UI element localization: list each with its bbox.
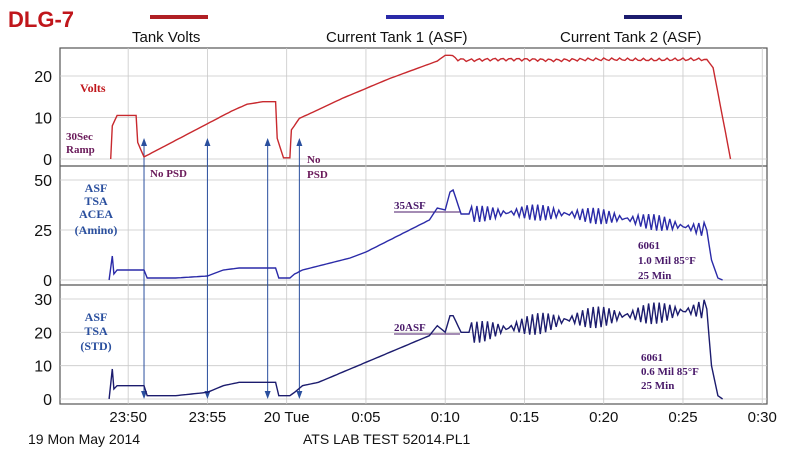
- tank2-axis-label-line-2: TSA: [84, 324, 108, 338]
- event-marker-arrow-up: [204, 138, 211, 146]
- y-tick-label: 50: [34, 173, 52, 190]
- note-duration-tank1: 25 Min: [638, 270, 671, 282]
- tank1-axis-label-line-2: TSA: [84, 194, 108, 208]
- tank1-axis-label-line-3: ACEA: [79, 207, 113, 221]
- y-tick-label: 0: [43, 273, 52, 290]
- y-tick-label: 10: [34, 111, 52, 128]
- footer-date: 19 Mon May 2014: [28, 431, 140, 447]
- y-tick-label: 25: [34, 223, 52, 240]
- y-tick-label: 10: [34, 359, 52, 376]
- note-35asf: 35ASF: [394, 200, 426, 212]
- y-tick-label: 0: [43, 392, 52, 409]
- note-duration-tank2: 25 Min: [641, 380, 674, 392]
- legend-label-current-tank-1: Current Tank 1 (ASF): [326, 29, 467, 46]
- volts-axis-label: Volts: [80, 81, 106, 95]
- plot-frame: [59, 47, 768, 405]
- series-line-tank2-panel: [108, 299, 724, 400]
- x-tick-label: 23:55: [189, 409, 227, 426]
- note-no-psd-1: No PSD: [150, 168, 187, 180]
- note-no: No: [307, 154, 321, 166]
- note-psd: PSD: [307, 169, 328, 181]
- event-marker-arrow-down: [296, 391, 303, 399]
- x-tick-label: 23:50: [109, 409, 147, 426]
- x-tick-label: 0:25: [668, 409, 697, 426]
- series-line-tank1-panel: [108, 188, 723, 281]
- x-tick-label: 0:05: [351, 409, 380, 426]
- event-marker-arrow-up: [141, 138, 148, 146]
- event-marker-arrow-up: [264, 138, 271, 146]
- note-30sec: 30Sec: [66, 131, 93, 143]
- series-line-volts-panel: [110, 54, 732, 160]
- x-tick-label: 0:30: [748, 409, 777, 426]
- note-6061-tank1: 6061: [638, 240, 660, 252]
- y-tick-label: 0: [43, 152, 52, 169]
- x-tick-labels: 23:50 23:55 20 Tue 0:05 0:10 0:15 0:20 0:25 0:30: [109, 409, 776, 426]
- note-thickness-tank1: 1.0 Mil 85°F: [638, 255, 696, 267]
- tank2-axis-label-line-1: ASF: [85, 310, 108, 324]
- note-20asf: 20ASF: [394, 322, 426, 334]
- series-layer: [108, 54, 732, 400]
- tank1-axis-label-line-1: ASF: [85, 181, 108, 195]
- x-tick-label: 0:15: [510, 409, 539, 426]
- event-marker-arrow-up: [296, 138, 303, 146]
- legend-label-current-tank-2: Current Tank 2 (ASF): [560, 29, 701, 46]
- chart-tag: DLG-7: [8, 7, 74, 32]
- tank2-axis-label-line-3: (STD): [80, 339, 111, 353]
- x-tick-label: 20 Tue: [264, 409, 310, 426]
- y-tick-label: 20: [34, 69, 52, 86]
- note-6061-tank2: 6061: [641, 352, 663, 364]
- event-marker-arrow-down: [264, 391, 271, 399]
- x-tick-label: 0:10: [431, 409, 460, 426]
- footer-test-id: ATS LAB TEST 52014.PL1: [303, 431, 471, 447]
- tank1-axis-label-line-4: (Amino): [75, 223, 118, 237]
- y-tick-label: 20: [34, 325, 52, 342]
- note-thickness-tank2: 0.6 Mil 85°F: [641, 366, 699, 378]
- y-tick-labels: 0 10 20 0 25 50 0 10 20 30: [34, 69, 52, 409]
- y-tick-label: 30: [34, 292, 52, 309]
- legend-label-tank-volts: Tank Volts: [132, 29, 200, 46]
- x-tick-label: 0:20: [589, 409, 618, 426]
- event-marker-arrow-down: [141, 391, 148, 399]
- note-ramp: Ramp: [66, 144, 95, 156]
